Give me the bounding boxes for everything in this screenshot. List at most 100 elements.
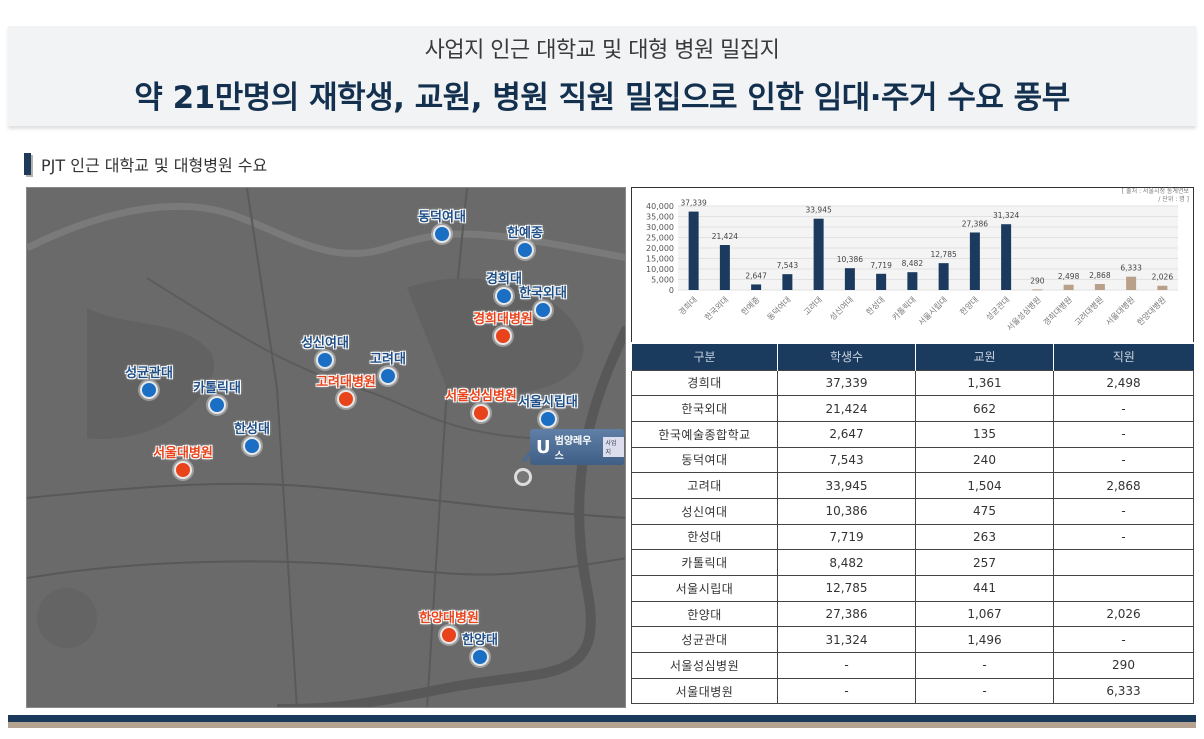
map-marker-label: 한성대 bbox=[234, 422, 270, 437]
section-title: PJT 인근 대학교 및 대형병원 수요 bbox=[41, 156, 268, 175]
map-marker-label: 고려대 bbox=[370, 352, 406, 367]
university-marker-icon[interactable] bbox=[208, 396, 226, 414]
table-cell: 8,482 bbox=[777, 549, 916, 576]
table-cell: 성균관대 bbox=[631, 626, 778, 654]
svg-text:0: 0 bbox=[669, 286, 674, 295]
svg-text:경희대: 경희대 bbox=[676, 294, 699, 317]
svg-text:2,868: 2,868 bbox=[1089, 271, 1111, 280]
table-cell: 2,647 bbox=[777, 420, 916, 448]
university-marker-icon[interactable] bbox=[539, 410, 557, 428]
svg-text:20,000: 20,000 bbox=[646, 244, 674, 253]
svg-text:한양대: 한양대 bbox=[958, 295, 980, 317]
svg-text:5,000: 5,000 bbox=[651, 276, 674, 285]
table-cell: 33,945 bbox=[777, 472, 916, 499]
map-marker-label: 서울성심병원 bbox=[445, 389, 517, 404]
svg-text:35,000: 35,000 bbox=[646, 213, 674, 222]
table-cell: 290 bbox=[1053, 652, 1194, 679]
table-cell: 2,026 bbox=[1053, 600, 1194, 628]
map-marker-label: 동덕여대 bbox=[418, 210, 466, 225]
svg-text:25,000: 25,000 bbox=[646, 234, 674, 243]
university-marker-icon[interactable] bbox=[534, 301, 552, 319]
table-cell: 7,719 bbox=[777, 523, 916, 551]
svg-text:30,000: 30,000 bbox=[646, 223, 674, 232]
table-cell: - bbox=[1053, 420, 1194, 448]
hospital-marker-icon[interactable] bbox=[440, 626, 458, 644]
table-row: 한성대 7,719 263- bbox=[631, 523, 1194, 551]
svg-text:한성대: 한성대 bbox=[865, 295, 887, 317]
table-cell: 1,496 bbox=[915, 626, 1054, 654]
table-cell: - bbox=[777, 677, 916, 705]
table-cell: 37,339 bbox=[777, 369, 916, 397]
table-cell: - bbox=[915, 677, 1054, 705]
svg-text:27,386: 27,386 bbox=[962, 219, 988, 228]
table-cell: 135 bbox=[915, 420, 1054, 448]
svg-text:2,498: 2,498 bbox=[1058, 272, 1080, 281]
svg-text:7,543: 7,543 bbox=[777, 261, 799, 270]
page-subtitle: 사업지 인근 대학교 및 대형 병원 밀집지 bbox=[424, 38, 780, 63]
svg-text:31,324: 31,324 bbox=[993, 211, 1019, 220]
table-cell: 2,868 bbox=[1053, 472, 1194, 499]
map-marker-label: 한국외대 bbox=[519, 286, 567, 301]
table-cell: 고려대 bbox=[631, 472, 778, 499]
page-title: 약 21만명의 재학생, 교원, 병원 직원 밀집으로 인한 임대·주거 수요 … bbox=[134, 80, 1070, 116]
university-marker-icon[interactable] bbox=[433, 225, 451, 243]
table-cell: - bbox=[1053, 446, 1194, 474]
table-cell: 성신여대 bbox=[631, 497, 778, 525]
table-cell: 경희대 bbox=[631, 369, 778, 397]
map-marker-label: 카톨릭대 bbox=[193, 381, 241, 396]
table-row: 서울성심병원 - -290 bbox=[631, 652, 1194, 679]
map-marker-label: 성균관대 bbox=[125, 366, 173, 381]
site-name: 범양레우스 bbox=[554, 436, 592, 462]
svg-text:동덕여대: 동덕여대 bbox=[765, 294, 793, 322]
table-cell: 한국예술종합학교 bbox=[631, 420, 778, 448]
table-row: 한국예술종합학교 2,647 135- bbox=[631, 420, 1194, 448]
map-marker-label: 경희대 bbox=[486, 272, 522, 287]
map-marker-label: 성신여대 bbox=[301, 336, 349, 351]
table-cell: 21,424 bbox=[777, 395, 916, 422]
site-tag: 사업지 bbox=[603, 437, 624, 457]
table-cell: 1,361 bbox=[915, 369, 1054, 397]
brand-logo-icon: U bbox=[536, 436, 551, 458]
table-cell bbox=[1053, 549, 1194, 576]
map-marker-label: 서울대병원 bbox=[153, 446, 213, 461]
column-header: 구분 bbox=[631, 344, 778, 370]
table-cell: 662 bbox=[915, 395, 1054, 422]
table-cell: 1,504 bbox=[915, 472, 1054, 499]
svg-text:성신여대: 성신여대 bbox=[827, 294, 855, 322]
university-marker-icon[interactable] bbox=[316, 351, 334, 369]
hospital-marker-icon[interactable] bbox=[337, 390, 355, 408]
university-marker-icon[interactable] bbox=[471, 648, 489, 666]
hospital-marker-icon[interactable] bbox=[472, 404, 490, 422]
university-marker-icon[interactable] bbox=[379, 367, 397, 385]
column-header: 학생수 bbox=[777, 344, 916, 370]
area-map[interactable]: 동덕여대 한예종 경희대 한국외대 경희대병원 성신여대 고려대 고려대병원 성균관대 카톨릭대 서… bbox=[26, 187, 626, 708]
hospital-marker-icon[interactable] bbox=[174, 461, 192, 479]
svg-text:8,482: 8,482 bbox=[902, 259, 924, 268]
svg-text:2,647: 2,647 bbox=[745, 271, 767, 280]
page-header: 사업지 인근 대학교 및 대형 병원 밀집지 약 21만명의 재학생, 교원, … bbox=[8, 26, 1196, 126]
table-row: 한양대 27,386 1,067 2,026 bbox=[631, 600, 1194, 628]
university-marker-icon[interactable] bbox=[140, 381, 158, 399]
table-cell: - bbox=[777, 652, 916, 679]
svg-text:서울시립대: 서울시립대 bbox=[917, 295, 949, 327]
table-cell: 240 bbox=[915, 446, 1054, 474]
svg-text:고려대: 고려대 bbox=[801, 294, 824, 317]
map-marker-label: 한양대 bbox=[462, 633, 498, 648]
table-cell: 서울시립대 bbox=[631, 575, 778, 602]
table-row: 동덕여대 7,543 240- bbox=[631, 446, 1194, 474]
svg-text:15,000: 15,000 bbox=[646, 255, 674, 264]
svg-text:7,719: 7,719 bbox=[870, 261, 892, 270]
map-marker-label: 고려대병원 bbox=[316, 375, 376, 390]
project-site-marker[interactable] bbox=[514, 468, 532, 486]
table-cell: 카톨릭대 bbox=[631, 549, 778, 576]
project-site-callout: U 범양레우스 사업지 bbox=[530, 429, 624, 465]
table-row: 한국외대 21,424 662- bbox=[631, 395, 1194, 422]
table-row: 카톨릭대 8,482 257 bbox=[631, 549, 1194, 576]
svg-text:290: 290 bbox=[1030, 276, 1045, 285]
table-cell: 10,386 bbox=[777, 497, 916, 525]
university-marker-icon[interactable] bbox=[243, 437, 261, 455]
table-cell: 한성대 bbox=[631, 523, 778, 551]
hospital-marker-icon[interactable] bbox=[494, 327, 512, 345]
university-marker-icon[interactable] bbox=[516, 241, 534, 259]
university-marker-icon[interactable] bbox=[495, 287, 513, 305]
